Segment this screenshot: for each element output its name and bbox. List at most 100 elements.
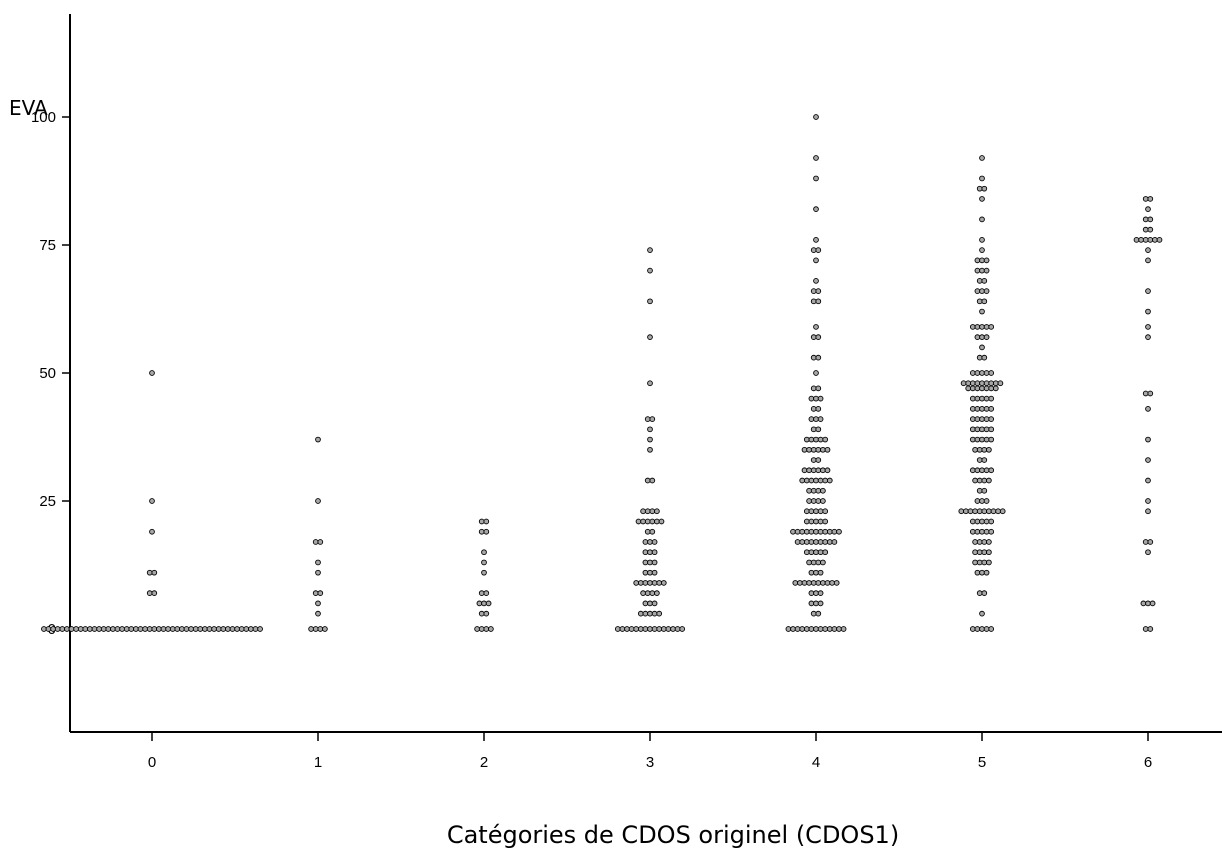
data-point (979, 528, 985, 535)
data-point (483, 626, 490, 632)
data-point (1145, 457, 1151, 463)
data-point (979, 405, 985, 412)
data-point (981, 539, 988, 545)
data-point (817, 436, 824, 443)
data-point (969, 467, 976, 474)
data-point (312, 626, 319, 632)
data-point (59, 626, 66, 632)
data-point (983, 324, 990, 330)
data-point (815, 487, 822, 494)
data-point (965, 380, 972, 387)
data-point (813, 477, 819, 484)
data-point (986, 508, 992, 515)
data-point (803, 626, 810, 632)
data-point (983, 385, 990, 392)
data-point (986, 477, 992, 484)
data-point (806, 498, 812, 504)
x-tick-label: 1 (314, 754, 322, 771)
data-point (637, 610, 644, 617)
data-point (642, 569, 649, 576)
y-tick-label: 50 (39, 365, 56, 382)
data-point (983, 288, 990, 294)
data-point (974, 257, 981, 264)
data-point (308, 626, 314, 632)
data-point (810, 288, 817, 294)
data-point (808, 518, 815, 525)
data-point (810, 298, 817, 305)
data-point (1149, 600, 1156, 607)
data-point (1145, 436, 1151, 443)
data-point (979, 324, 985, 330)
data-point (674, 626, 681, 632)
data-point (647, 569, 653, 576)
data-point (803, 436, 810, 443)
data-point (647, 380, 653, 387)
data-point (179, 626, 185, 632)
data-point (974, 426, 981, 433)
data-point (810, 487, 817, 494)
data-point (146, 569, 153, 576)
data-point (803, 528, 810, 535)
data-point (969, 395, 976, 402)
data-point (794, 626, 801, 632)
data-point (808, 600, 815, 607)
data-point (785, 626, 792, 632)
data-point (988, 380, 995, 387)
data-point (817, 508, 824, 515)
data-point (483, 528, 490, 535)
data-point (992, 385, 999, 392)
data-point (474, 626, 480, 632)
data-point (988, 518, 995, 525)
data-point (988, 405, 995, 412)
data-point (972, 508, 978, 515)
data-point (813, 395, 819, 402)
data-point (829, 580, 835, 586)
data-point (647, 580, 653, 586)
data-point (813, 539, 819, 545)
data-point (979, 247, 985, 253)
data-point (119, 626, 125, 632)
data-point (651, 610, 658, 617)
data-point (149, 498, 155, 504)
data-point (983, 334, 990, 341)
data-point (976, 354, 983, 361)
data-point (803, 539, 810, 545)
data-point (1147, 216, 1154, 223)
data-point (826, 528, 833, 535)
data-point (801, 580, 808, 586)
data-point (988, 395, 995, 402)
data-point (799, 539, 806, 545)
data-point (312, 590, 319, 597)
data-point (619, 626, 626, 632)
data-point (165, 626, 171, 632)
data-point (317, 539, 324, 545)
data-point (820, 487, 826, 494)
data-point (974, 416, 981, 422)
data-point (238, 626, 245, 632)
data-point (981, 508, 988, 515)
data-point (64, 626, 70, 632)
data-point (1147, 196, 1154, 202)
data-point (969, 416, 976, 422)
data-point (820, 446, 826, 453)
data-point (810, 385, 817, 392)
data-point (637, 580, 644, 586)
data-point (983, 436, 990, 443)
data-point (478, 590, 485, 597)
data-point (483, 590, 490, 597)
data-point (988, 385, 995, 392)
data-point (649, 518, 656, 525)
data-point (815, 580, 822, 586)
data-point (981, 559, 988, 566)
data-point (647, 610, 653, 617)
data-point (969, 324, 976, 330)
data-point (817, 539, 824, 545)
data-point (651, 580, 658, 586)
data-point (647, 446, 653, 453)
data-point (151, 626, 158, 632)
data-point (128, 626, 135, 632)
data-point (642, 626, 649, 632)
data-point (972, 549, 978, 556)
data-point (988, 467, 995, 474)
data-point (817, 600, 824, 607)
